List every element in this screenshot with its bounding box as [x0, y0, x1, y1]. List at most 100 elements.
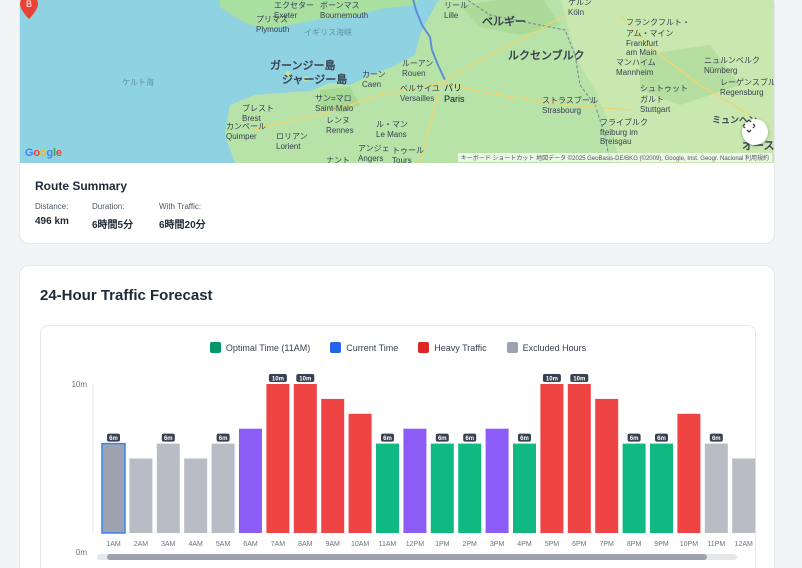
x-tick-label: 7AM: [271, 541, 286, 548]
bar-value-badge: [542, 374, 561, 382]
legend-optimal[interactable]: Optimal Time (11AM): [209, 342, 311, 353]
x-tick-label: 2PM: [462, 541, 477, 548]
chart-bar[interactable]: [101, 442, 126, 534]
chart-bar[interactable]: [567, 384, 591, 533]
bar-value-label: 6m: [465, 436, 474, 442]
route-map[interactable]: エクセター Exeter ボーンマス Bournemouth プリマス Plymout…: [20, 0, 774, 163]
x-tick-label: 6PM: [572, 541, 587, 548]
x-tick-label: 8PM: [627, 541, 642, 548]
map-attribution[interactable]: キーボード ショートカット 地図データ ©2025 GeoBasis-DE/BK…: [457, 153, 772, 162]
bar-value-badge: [161, 433, 175, 442]
bar-value-badge: [518, 433, 531, 442]
map-label-guernsey: ガーンジー島: [270, 60, 336, 72]
chart-bar[interactable]: [129, 458, 153, 534]
chart-bar[interactable]: [458, 443, 482, 533]
chart-bar[interactable]: [239, 428, 262, 533]
chart-bar[interactable]: [184, 458, 208, 534]
map-label-rouen: ルーアン Rouen: [402, 59, 434, 78]
chart-bar[interactable]: [293, 384, 317, 533]
traffic-label: With Traffic:: [159, 202, 202, 211]
legend-current-swatch: [330, 342, 342, 353]
x-tick-label: 12AM: [735, 541, 753, 548]
distance-metric: Distance: 496 km: [35, 202, 69, 227]
x-tick-label: 10AM: [351, 541, 369, 548]
bar-value-badge: [463, 433, 477, 442]
legend-heavy[interactable]: Heavy Traffic: [418, 342, 487, 353]
bar-value-label: 6m: [520, 436, 529, 442]
chart-bar[interactable]: [348, 413, 372, 533]
chart-bar[interactable]: [211, 443, 235, 533]
legend-heavy-label: Heavy Traffic: [434, 342, 487, 353]
x-tick-label: 1PM: [435, 541, 450, 548]
map-label-exeter: エクセター Exeter: [274, 1, 314, 20]
duration-metric: Duration: 6時間5分: [92, 202, 133, 231]
chart-bar[interactable]: [266, 384, 290, 533]
legend-optimal-swatch: [209, 342, 221, 353]
chart-bar[interactable]: [540, 384, 564, 533]
legend-excluded[interactable]: Excluded Hours: [506, 342, 587, 353]
forecast-chart: Optimal Time (11AM) Current Time Heavy T…: [40, 325, 756, 568]
map-label-angers: アンジェ Angers: [358, 144, 390, 163]
chart-bar[interactable]: [513, 443, 536, 533]
bar-value-label: 10m: [546, 377, 558, 383]
legend-excluded-label: Excluded Hours: [522, 342, 587, 353]
bar-value-badge: [268, 374, 287, 382]
x-tick-label: 3AM: [161, 541, 176, 548]
duration-value: 6時間5分: [92, 220, 134, 231]
bar-value-label: 6m: [109, 436, 118, 442]
route-summary-title: Route Summary: [35, 179, 128, 193]
chart-bar[interactable]: [403, 428, 427, 533]
chart-scrollbar[interactable]: [97, 554, 737, 560]
map-label-freiburg: フライブルク freiburg im Breisgau: [600, 118, 648, 146]
map-pin-icon[interactable]: B: [20, 0, 38, 19]
map-label-lorient: ロリアン Lorient: [276, 132, 308, 151]
bar-value-label: 6m: [712, 436, 721, 442]
chart-bar[interactable]: [321, 398, 345, 533]
chart-bar[interactable]: [622, 443, 646, 533]
x-tick-label: 12PM: [406, 541, 424, 548]
fullscreen-button[interactable]: [742, 119, 768, 145]
y-tick-label: 0m: [76, 548, 87, 557]
chart-bar[interactable]: [677, 413, 701, 533]
x-tick-label: 4AM: [188, 541, 203, 548]
map-label-paris: パリ Paris: [444, 83, 465, 104]
map-label-nantes: ナント: [326, 156, 350, 163]
chart-bar[interactable]: [704, 443, 728, 533]
x-tick-label: 11PM: [707, 541, 725, 548]
legend-excluded-swatch: [506, 342, 518, 353]
bar-value-label: 10m: [272, 377, 284, 383]
map-label-strasbourg: ストラスブール Strasbourg: [542, 96, 598, 115]
bar-value-badge: [570, 374, 589, 382]
x-tick-label: 5PM: [545, 541, 560, 548]
x-tick-label: 8AM: [298, 541, 313, 548]
legend-current-label: Current Time: [346, 342, 399, 353]
bar-value-badge: [296, 374, 315, 382]
chart-bar[interactable]: [595, 398, 619, 533]
bar-value-label: 6m: [438, 436, 447, 442]
map-label-stmalo: サン=マロ Saint-Malo: [315, 94, 354, 113]
map-canvas: [20, 0, 774, 163]
chart-bar[interactable]: [732, 458, 756, 534]
chart-bar[interactable]: [430, 443, 454, 533]
map-label-munchen: ミュンヘン: [712, 115, 758, 125]
legend-heavy-swatch: [418, 342, 430, 353]
x-tick-label: 2AM: [134, 541, 149, 548]
map-label-lemans: ル・マン Le Mans: [376, 120, 408, 139]
bar-value-badge: [107, 433, 120, 442]
bar-value-label: 6m: [383, 436, 392, 442]
chart-bar[interactable]: [376, 443, 399, 533]
map-label-lille: リール Lille: [444, 1, 468, 20]
traffic-metric: With Traffic: 6時間20分: [159, 202, 206, 231]
traffic-value: 6時間20分: [159, 220, 206, 231]
map-label-luxembourg: ルクセンブルク: [508, 50, 585, 62]
bar-value-label: 6m: [164, 436, 173, 442]
chart-bar[interactable]: [156, 443, 180, 533]
legend-optimal-label: Optimal Time (11AM): [225, 342, 311, 353]
chart-bar[interactable]: [650, 443, 673, 533]
legend-current[interactable]: Current Time: [330, 342, 398, 353]
duration-label: Duration:: [92, 202, 125, 211]
x-tick-label: 11AM: [379, 541, 397, 548]
chart-bar[interactable]: [485, 428, 509, 533]
chart-plot: 0m 10m 6m 1AM 2AM 6m 3AM 4AM 6m 5AM 6AM 10m 7AM 10m 8A…: [71, 374, 756, 557]
forecast-title: 24-Hour Traffic Forecast: [40, 287, 213, 304]
